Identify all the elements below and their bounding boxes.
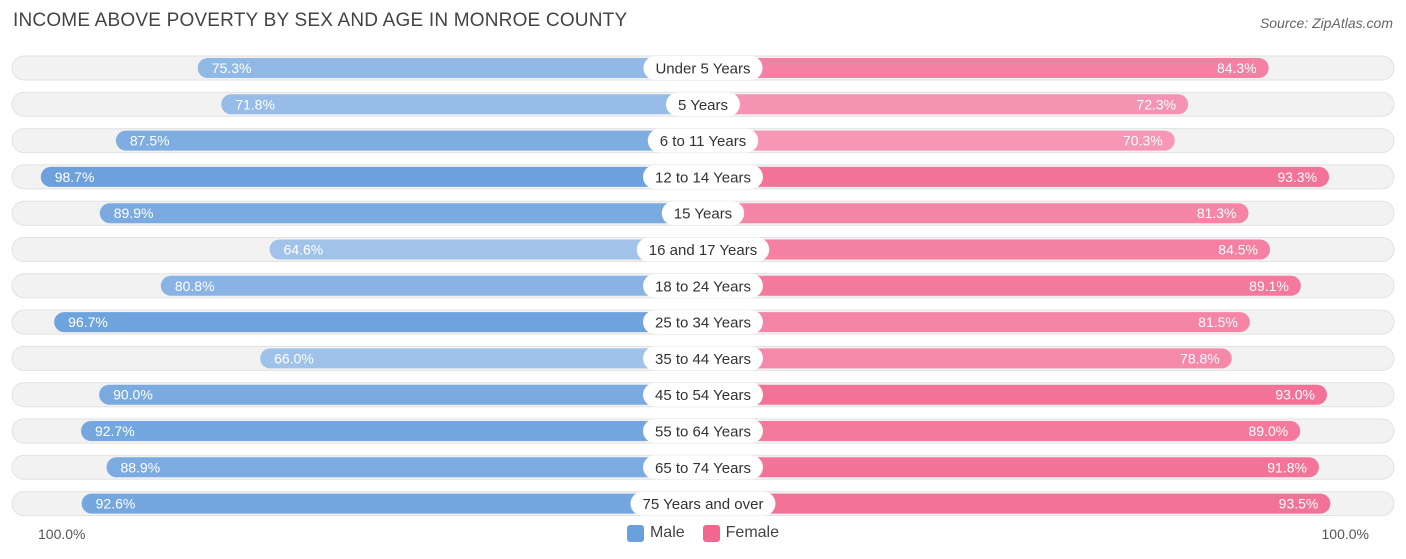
male-bar [269, 239, 703, 260]
female-value-label: 78.8% [1180, 350, 1220, 366]
category-label: 16 and 17 Years [649, 242, 757, 259]
female-bar [703, 312, 1250, 333]
female-value-label: 81.5% [1198, 314, 1238, 330]
female-bar [703, 493, 1331, 514]
female-value-label: 84.5% [1218, 242, 1258, 258]
category-pill [636, 237, 770, 262]
legend-item-male[interactable]: Male [626, 524, 685, 542]
category-label: 6 to 11 Years [660, 133, 746, 150]
category-label: Under 5 Years [655, 61, 750, 78]
male-bar [260, 348, 703, 369]
male-value-label: 98.7% [55, 169, 95, 185]
category-pill [630, 491, 776, 516]
legend-label-male: Male [649, 524, 685, 541]
female-value-label: 93.3% [1277, 169, 1317, 185]
male-bar [81, 493, 704, 514]
male-bar [99, 203, 703, 224]
female-bar [703, 275, 1301, 296]
male-value-label: 80.8% [175, 278, 215, 294]
category-pill [643, 164, 763, 189]
male-value-label: 64.6% [284, 242, 324, 258]
category-pill [643, 56, 763, 80]
axis-right-label: 100.0% [1321, 526, 1369, 542]
category-pill [643, 455, 763, 480]
legend-swatch-female [702, 524, 720, 542]
male-bar [106, 457, 703, 478]
female-value-label: 84.3% [1217, 60, 1257, 76]
category-label: 5 Years [678, 97, 728, 114]
female-value-label: 72.3% [1136, 96, 1176, 112]
category-pill [643, 419, 763, 443]
category-pill [643, 273, 763, 298]
female-value-label: 81.3% [1197, 205, 1237, 221]
legend-label-female: Female [725, 524, 780, 541]
category-label: 15 Years [674, 206, 732, 223]
male-bar [40, 166, 703, 187]
female-bar [703, 94, 1189, 115]
female-bar [703, 166, 1330, 187]
male-value-label: 88.9% [120, 459, 160, 475]
category-label: 55 to 64 Years [655, 424, 751, 441]
category-pill [665, 92, 741, 117]
female-value-label: 89.0% [1248, 423, 1288, 439]
female-bar [703, 58, 1269, 78]
female-bar [703, 130, 1175, 151]
female-bar [703, 457, 1319, 478]
category-label: 75 Years and over [643, 496, 764, 513]
male-value-label: 96.7% [68, 314, 108, 330]
female-value-label: 93.5% [1279, 496, 1319, 512]
category-pill [643, 382, 763, 407]
female-bar [703, 239, 1270, 260]
male-bar [99, 384, 704, 405]
male-bar [160, 275, 703, 296]
category-pill [643, 310, 763, 335]
female-value-label: 89.1% [1249, 278, 1289, 294]
female-bar [703, 421, 1301, 441]
category-label: 18 to 24 Years [655, 278, 751, 295]
category-label: 35 to 44 Years [655, 351, 751, 368]
male-value-label: 90.0% [113, 387, 153, 403]
male-value-label: 89.9% [114, 205, 154, 221]
category-pill [647, 128, 759, 153]
category-pill [643, 346, 763, 371]
chart-title: INCOME ABOVE POVERTY BY SEX AND AGE IN M… [13, 10, 628, 31]
female-bar [703, 348, 1232, 369]
male-bar [80, 421, 703, 441]
male-value-label: 71.8% [235, 96, 275, 112]
male-bar [54, 312, 703, 333]
category-label: 12 to 14 Years [655, 169, 751, 186]
male-value-label: 92.6% [96, 496, 136, 512]
category-pill [661, 201, 745, 226]
legend: Male Female [0, 524, 1406, 542]
axis-left-label: 100.0% [38, 526, 86, 542]
male-bar [197, 58, 703, 78]
male-value-label: 75.3% [212, 60, 252, 76]
legend-item-female[interactable]: Female [702, 524, 780, 542]
male-value-label: 92.7% [95, 423, 135, 439]
category-label: 65 to 74 Years [655, 460, 751, 477]
category-label: 45 to 54 Years [655, 387, 751, 404]
female-value-label: 70.3% [1123, 133, 1163, 149]
female-bar [703, 384, 1328, 405]
male-value-label: 66.0% [274, 350, 314, 366]
legend-swatch-male [626, 524, 644, 542]
category-label: 25 to 34 Years [655, 315, 751, 332]
diverging-bar-chart: 75.3% 84.3% Under 5 Years 71.8% 72.3% 5 Years… [11, 55, 1395, 517]
source-credit: Source: ZipAtlas.com [1259, 15, 1393, 31]
male-bar [221, 94, 704, 115]
female-bar [703, 203, 1249, 224]
female-value-label: 91.8% [1267, 459, 1307, 475]
male-value-label: 87.5% [130, 133, 170, 149]
female-value-label: 93.0% [1275, 387, 1315, 403]
male-bar [115, 130, 703, 151]
